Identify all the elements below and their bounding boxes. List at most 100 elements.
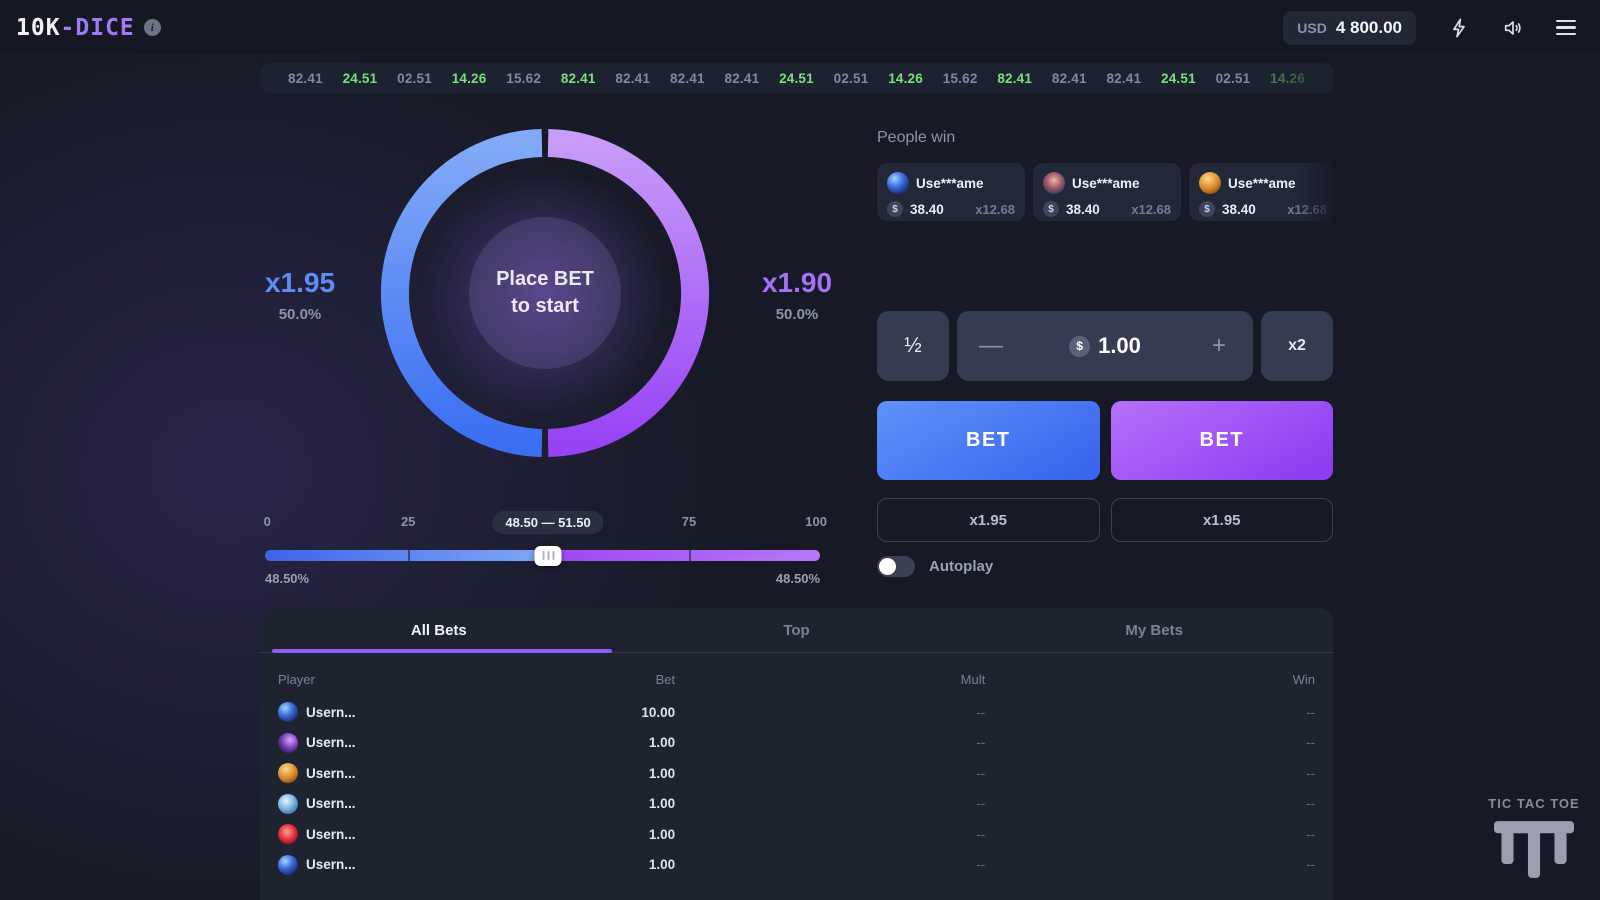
double-bet-button[interactable]: x2 (1261, 311, 1333, 381)
tab-my-bets[interactable]: My Bets (1125, 621, 1183, 639)
slider-track-blue (265, 550, 549, 561)
table-row: Usern... 1.00 -- -- (260, 758, 1333, 789)
winner-name: Use***ame (1228, 175, 1296, 191)
player-avatar (278, 854, 298, 875)
history-value: 14.26 (888, 70, 923, 86)
left-multiplier: x1.95 (264, 267, 336, 298)
wheel-message-line1: Place BET (496, 268, 594, 290)
cell-bet: 1.00 (648, 796, 676, 812)
history-value: 02.51 (833, 70, 869, 86)
right-multiplier-button[interactable]: x1.95 (1110, 498, 1333, 542)
cell-mult: -- (976, 765, 986, 781)
autoplay-toggle[interactable] (877, 556, 915, 577)
dollar-coin-icon: $ (1069, 335, 1091, 357)
win-multiplier: x12.68 (1287, 201, 1327, 217)
range-pill: 48.50 — 51.50 (492, 511, 604, 534)
lightning-icon[interactable] (1448, 17, 1470, 39)
bet-panel: People win Use***ame $38.40 x12.68 Use***am… (877, 122, 1333, 602)
table-row: Usern... 10.00 -- -- (260, 697, 1333, 728)
decrease-bet-button[interactable]: — (975, 332, 1007, 360)
wheel-ring (380, 129, 710, 457)
bet-amount-display[interactable]: $ 1.00 (1007, 333, 1203, 359)
win-amount: 38.40 (1222, 201, 1256, 217)
cell-win: -- (1306, 796, 1315, 812)
top-bar: 10K-DICE i USD 4 800.00 (0, 0, 1600, 55)
player-name: Usern... (306, 735, 356, 751)
cell-win: -- (1306, 857, 1315, 873)
cell-mult: -- (976, 735, 986, 751)
table-body: Usern... 10.00 -- -- Usern... 1.00 -- -- Usern..… (260, 697, 1333, 880)
menu-icon[interactable] (1556, 19, 1576, 36)
range-slider: 48.50 — 51.50 0 25 75 100 48.50% 48.50% (264, 511, 827, 586)
app-logo: 10K-DICE i (16, 0, 161, 55)
cell-player: Usern... (278, 732, 527, 753)
table-row: Usern... 1.00 -- -- (260, 819, 1333, 850)
table-row: Usern... 1.00 -- -- (260, 728, 1333, 759)
cell-mult: -- (976, 796, 986, 812)
provider-brand: TIC TAC TOE (1488, 796, 1580, 884)
right-win-chance: 48.50% (775, 571, 820, 586)
left-win-chance: 48.50% (265, 571, 310, 586)
provider-logo-icon (1488, 821, 1580, 884)
player-avatar (278, 732, 298, 753)
left-multiplier-button[interactable]: x1.95 (877, 498, 1100, 542)
cell-bet: 1.00 (648, 735, 676, 751)
sound-icon[interactable] (1502, 17, 1524, 39)
cell-win: -- (1306, 765, 1315, 781)
multiplier-buttons: x1.95 x1.95 (877, 498, 1333, 542)
history-value: 15.62 (942, 70, 978, 86)
bet-amount-stepper: — $ 1.00 + (957, 311, 1253, 381)
cell-mult: -- (976, 857, 986, 873)
tab-top[interactable]: Top (783, 621, 810, 639)
history-value: 15.62 (506, 70, 542, 86)
dollar-coin-icon: $ (1043, 201, 1059, 217)
column-header-mult: Mult (960, 671, 986, 687)
bet-amount-controls: ½ — $ 1.00 + x2 (877, 311, 1333, 381)
slider-scale: 48.50 — 51.50 0 25 75 100 (264, 511, 827, 534)
winner-card: Use***ame $38.40 x12.68 (877, 163, 1025, 221)
wheel-center-message: Place BET to start (375, 123, 715, 463)
bet-amount-value[interactable]: 1.00 (1098, 333, 1141, 358)
win-amount: 38.40 (1066, 201, 1100, 217)
table-row: Usern... 1.00 -- -- (260, 850, 1333, 881)
history-value: 24.51 (1161, 70, 1196, 86)
cell-player: Usern... (278, 824, 527, 845)
history-value: 02.51 (397, 70, 432, 86)
slider-handle[interactable] (534, 545, 562, 566)
increase-bet-button[interactable]: + (1203, 332, 1235, 360)
people-win-cards: Use***ame $38.40 x12.68 Use***ame $38.40 x12.… (877, 163, 1333, 221)
history-value: 82.41 (669, 70, 705, 86)
bet-purple-button[interactable]: BET (1110, 401, 1333, 480)
toggle-knob (879, 558, 896, 575)
slider-tick-75 (689, 550, 692, 561)
player-name: Usern... (306, 796, 356, 812)
cell-bet: 1.00 (648, 826, 676, 842)
left-chance: 50.0% (278, 306, 322, 323)
history-value: 82.41 (560, 70, 596, 86)
winner-card: Use***ame $38.40 x12.68 (1033, 163, 1181, 221)
right-chance: 50.0% (775, 306, 819, 323)
wheel-purple-half (547, 129, 710, 457)
bets-tabs: All Bets Top My Bets (260, 608, 1333, 653)
slider-track-purple (548, 550, 820, 561)
history-value: 24.51 (342, 70, 378, 86)
info-icon[interactable]: i (143, 19, 161, 36)
dice-wheel: Place BET to start (375, 123, 715, 463)
bet-blue-button[interactable]: BET (877, 401, 1100, 480)
slider-track[interactable] (265, 545, 820, 566)
cell-bet: 10.00 (641, 704, 676, 720)
balance-display[interactable]: USD 4 800.00 (1283, 10, 1416, 45)
player-avatar (887, 172, 909, 194)
header-actions: USD 4 800.00 (1283, 0, 1576, 55)
cell-mult: -- (976, 826, 986, 842)
column-header-bet: Bet (655, 671, 676, 687)
cell-player: Usern... (278, 702, 527, 723)
dollar-coin-icon: $ (1199, 201, 1215, 217)
autoplay-label: Autoplay (929, 558, 994, 575)
win-multiplier: x12.68 (1131, 201, 1171, 217)
column-header-player: Player (278, 671, 315, 687)
player-avatar (278, 824, 298, 845)
half-bet-button[interactable]: ½ (877, 311, 949, 381)
active-tab-underline (272, 649, 612, 653)
tab-all-bets[interactable]: All Bets (410, 621, 467, 639)
